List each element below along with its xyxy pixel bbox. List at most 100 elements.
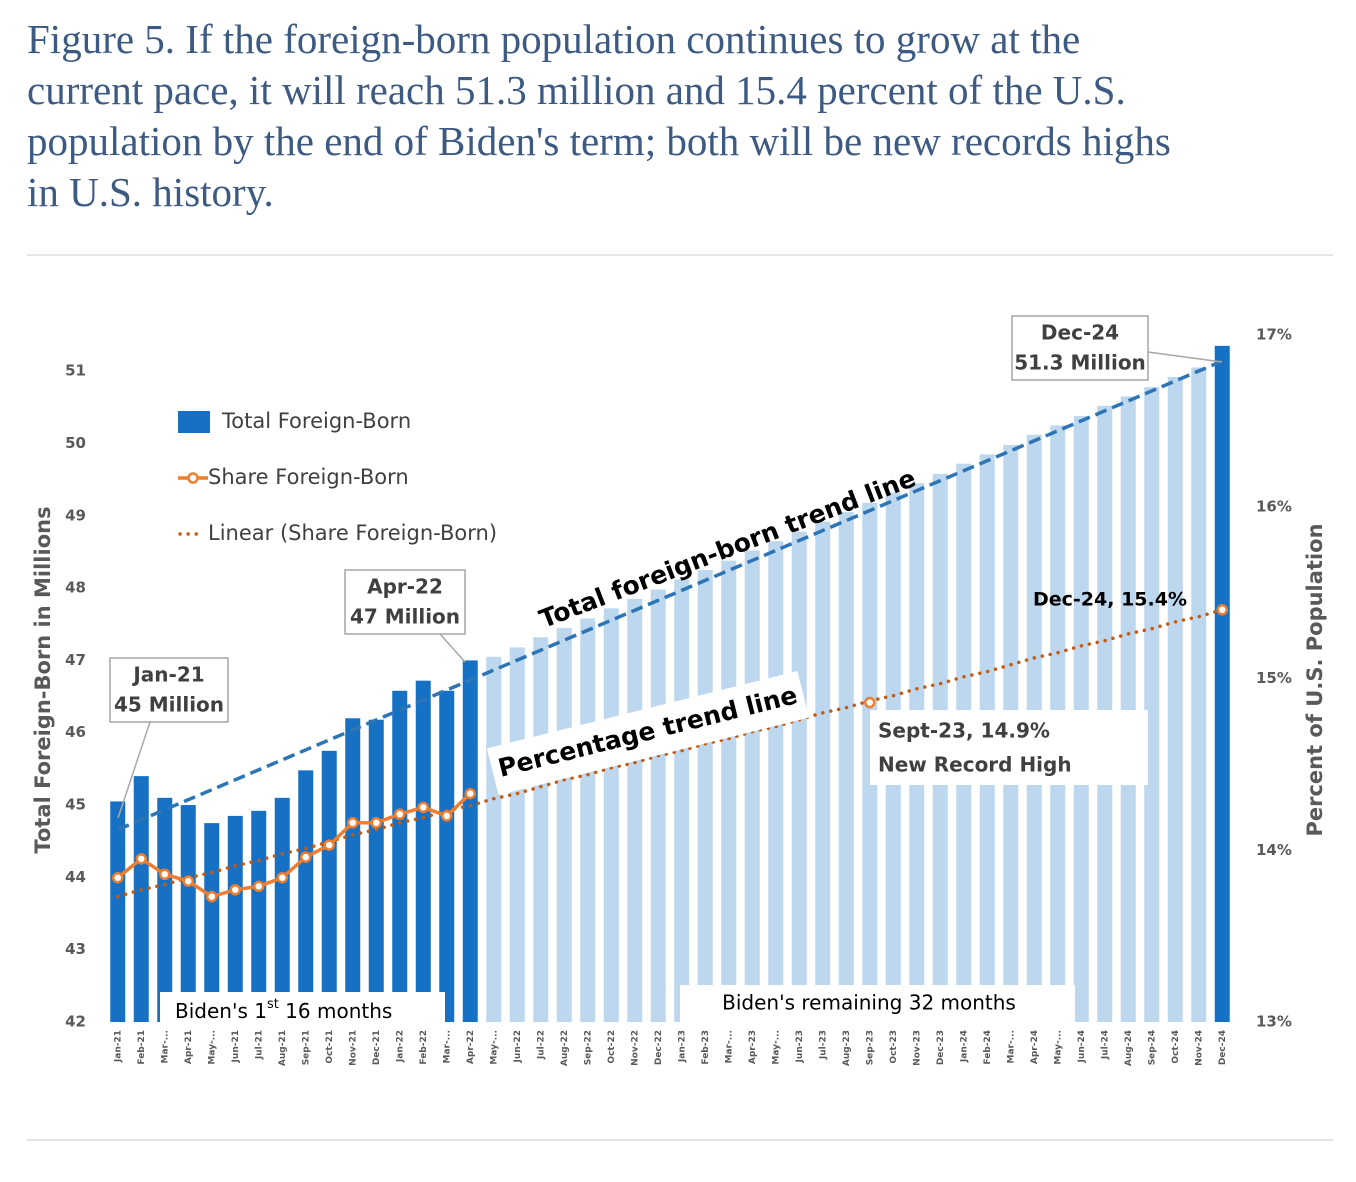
bar — [509, 647, 525, 1022]
annotation: Dec-24 — [1041, 321, 1119, 345]
bar — [110, 801, 126, 1022]
y-tick-label: 49 — [65, 506, 86, 524]
share-point — [135, 853, 147, 865]
annotation: 47 Million — [350, 605, 460, 629]
y-tick-label: 45 — [65, 796, 86, 814]
first-months-label: Biden's 1st 16 months — [175, 997, 392, 1023]
total-trend-line — [117, 359, 1223, 832]
label-box — [680, 985, 1075, 1022]
title-line: population by the end of Biden's term; b… — [27, 118, 1171, 164]
bar — [650, 589, 666, 1022]
bar — [815, 521, 831, 1022]
x-tick-label: Feb-21 — [137, 1030, 147, 1065]
y2-tick-label: 13% — [1256, 1013, 1292, 1031]
x-tick-label: Jun-24 — [1077, 1030, 1087, 1063]
title-line: Figure 5. If the foreign-born population… — [27, 16, 1080, 62]
y2-axis-title: Percent of U.S. Population — [1303, 523, 1327, 836]
bar — [157, 797, 173, 1022]
label-box — [486, 671, 810, 795]
share-point — [253, 880, 265, 893]
x-tick-label: Sep-21 — [301, 1030, 311, 1065]
x-tick-label: Jan-24 — [959, 1030, 969, 1063]
bar — [486, 656, 502, 1022]
x-tick-label: Aug-22 — [560, 1030, 570, 1066]
x-tick-label: Dec-23 — [936, 1030, 946, 1065]
share-point — [464, 787, 476, 800]
y-tick-label: 43 — [65, 940, 86, 958]
annotation: Dec-24, 15.4% — [1033, 589, 1187, 611]
bar — [227, 815, 243, 1022]
label-part: 16 months — [279, 999, 393, 1023]
bar — [674, 579, 690, 1022]
bar — [462, 660, 478, 1022]
bar — [345, 718, 361, 1022]
callout-pointer — [439, 633, 466, 663]
x-tick-label: Jan-22 — [395, 1030, 405, 1063]
bar — [1167, 376, 1183, 1023]
bar — [697, 570, 713, 1022]
legend-label: Total Foreign-Born — [221, 409, 411, 433]
bar — [321, 750, 337, 1022]
bar — [415, 680, 431, 1022]
x-tick-label: Sep-23 — [865, 1030, 875, 1065]
annotation: 51.3 Million — [1014, 351, 1146, 375]
x-tick-label: Mar-... — [1006, 1030, 1016, 1063]
x-tick-label: Nov-21 — [348, 1030, 358, 1066]
bar — [439, 690, 455, 1022]
y-axis-title: Total Foreign-Born in Millions — [31, 506, 55, 853]
share-point — [206, 890, 218, 903]
x-tick-label: Oct-21 — [325, 1030, 335, 1064]
bar — [133, 776, 149, 1022]
annotation: Apr-22 — [367, 575, 443, 599]
x-tick-label: May-... — [771, 1030, 781, 1065]
x-tick-label: Mar-... — [724, 1030, 734, 1063]
callout-box — [109, 657, 229, 723]
x-tick-label: Apr-24 — [1030, 1030, 1040, 1064]
x-tick-label: Nov-24 — [1194, 1030, 1204, 1066]
bar — [1191, 367, 1207, 1022]
bar — [251, 810, 267, 1022]
x-tick-label: Nov-22 — [630, 1030, 640, 1066]
share-point — [323, 839, 335, 851]
share-point — [229, 884, 241, 896]
bar — [180, 805, 196, 1022]
bar — [627, 598, 643, 1022]
x-tick-label: Jul-24 — [1100, 1030, 1110, 1060]
bar — [556, 627, 572, 1022]
bar — [603, 608, 619, 1022]
x-tick-label: Feb-22 — [419, 1030, 429, 1065]
annotation: New Record High — [878, 753, 1072, 777]
x-tick-label: Jul-22 — [536, 1030, 546, 1060]
callout-box — [1011, 315, 1149, 381]
bar — [204, 823, 220, 1022]
annotation: Biden's remaining 32 months — [722, 991, 1016, 1015]
x-tick-label: Oct-22 — [607, 1030, 617, 1064]
x-tick-label: Sep-22 — [583, 1030, 593, 1065]
x-tick-label: Jan-23 — [677, 1030, 687, 1063]
x-tick-label: May-... — [207, 1030, 217, 1065]
x-tick-label: May-... — [489, 1030, 499, 1065]
annotation: Jan-21 — [131, 663, 204, 687]
annotation: Sept-23, 14.9% — [878, 719, 1050, 743]
bar — [298, 770, 314, 1022]
x-tick-label: Aug-23 — [842, 1030, 852, 1066]
y2-tick-label: 14% — [1256, 841, 1292, 859]
y-tick-label: 47 — [65, 651, 86, 669]
x-tick-label: Aug-21 — [278, 1030, 288, 1066]
x-tick-label: Feb-23 — [701, 1030, 711, 1065]
y2-tick-label: 16% — [1256, 497, 1292, 515]
bar — [838, 512, 854, 1022]
x-tick-label: Mar-... — [442, 1030, 452, 1063]
bar — [721, 560, 737, 1022]
x-tick-label: Jun-22 — [513, 1030, 523, 1063]
bar — [791, 531, 807, 1022]
label-part: st — [267, 997, 279, 1012]
legend-swatch — [178, 411, 210, 433]
x-tick-label: Jul-23 — [818, 1030, 828, 1060]
x-tick-label: May-... — [1053, 1030, 1063, 1065]
x-tick-label: Apr-23 — [748, 1030, 758, 1064]
x-tick-label: Apr-22 — [466, 1030, 476, 1064]
x-tick-label: Jul-21 — [254, 1030, 264, 1060]
legend-label: Linear (Share Foreign-Born) — [208, 521, 497, 545]
